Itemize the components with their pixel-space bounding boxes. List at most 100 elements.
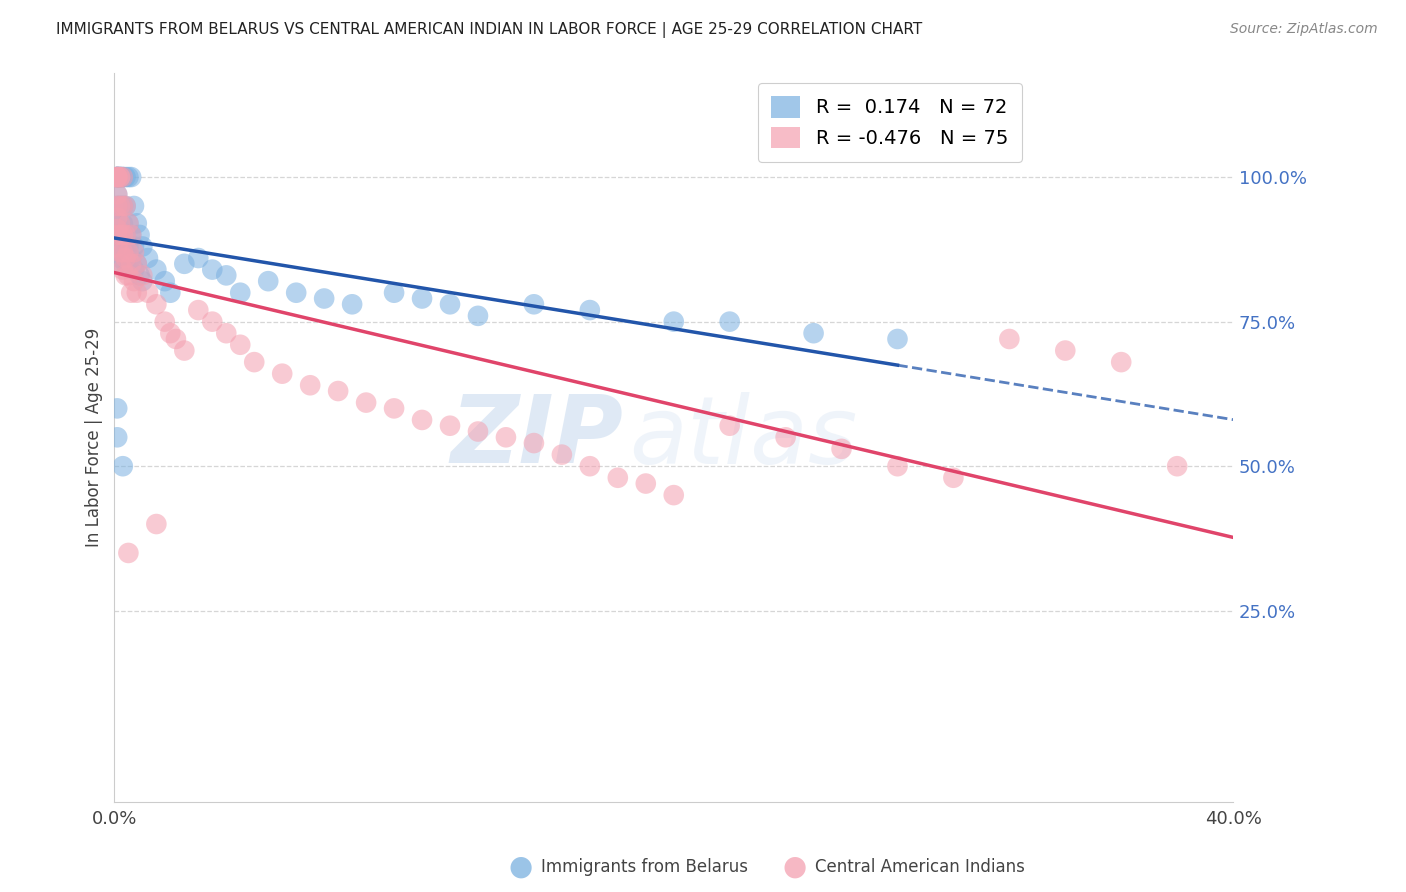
Point [114, 227, 136, 242]
Point [1109, 355, 1132, 369]
Point [328, 384, 350, 398]
Point [314, 292, 336, 306]
Point [105, 170, 128, 185]
Point [108, 170, 131, 185]
Point [117, 257, 139, 271]
Point [111, 227, 134, 242]
Point [136, 285, 159, 300]
Point [105, 430, 128, 444]
Point [105, 170, 128, 185]
Point [105, 170, 128, 185]
Point [998, 332, 1021, 346]
Point [105, 170, 128, 185]
Point [523, 436, 546, 450]
Point [117, 216, 139, 230]
Point [108, 170, 131, 185]
Point [108, 257, 131, 271]
Point [229, 285, 252, 300]
Point [105, 199, 128, 213]
Point [145, 516, 167, 531]
Point [467, 309, 489, 323]
Point [117, 170, 139, 185]
Legend: R =  0.174   N = 72, R = -0.476   N = 75: R = 0.174 N = 72, R = -0.476 N = 75 [758, 83, 1022, 162]
Point [105, 170, 128, 185]
Point [131, 239, 153, 253]
Point [111, 170, 134, 185]
Point [775, 430, 797, 444]
Point [886, 459, 908, 474]
Point [105, 227, 128, 242]
Point [105, 170, 128, 185]
Point [495, 430, 517, 444]
Point [111, 216, 134, 230]
Point [215, 326, 238, 341]
Point [886, 332, 908, 346]
Point [105, 239, 128, 253]
Point [117, 546, 139, 560]
Point [165, 332, 187, 346]
Point [108, 227, 131, 242]
Point [159, 285, 181, 300]
Point [551, 448, 574, 462]
Point [120, 285, 142, 300]
Point [114, 170, 136, 185]
Point [467, 425, 489, 439]
Point [120, 227, 142, 242]
Point [111, 262, 134, 277]
Text: IMMIGRANTS FROM BELARUS VS CENTRAL AMERICAN INDIAN IN LABOR FORCE | AGE 25-29 CO: IMMIGRANTS FROM BELARUS VS CENTRAL AMERI… [56, 22, 922, 38]
Point [153, 315, 176, 329]
Point [114, 227, 136, 242]
Point [1054, 343, 1077, 358]
Point [229, 338, 252, 352]
Point [105, 199, 128, 213]
Point [201, 315, 224, 329]
Point [108, 170, 131, 185]
Point [125, 257, 148, 271]
Point [187, 303, 209, 318]
Point [111, 199, 134, 213]
Point [105, 401, 128, 416]
Text: Central American Indians: Central American Indians [815, 858, 1025, 876]
Text: ZIP: ZIP [450, 392, 623, 483]
Point [131, 268, 153, 283]
Point [105, 187, 128, 202]
Point [111, 170, 134, 185]
Point [114, 257, 136, 271]
Text: ●: ● [782, 853, 807, 881]
Point [111, 170, 134, 185]
Point [634, 476, 657, 491]
Point [117, 239, 139, 253]
Point [187, 251, 209, 265]
Point [108, 251, 131, 265]
Point [159, 326, 181, 341]
Point [111, 239, 134, 253]
Point [108, 245, 131, 260]
Point [803, 326, 825, 341]
Point [111, 257, 134, 271]
Point [114, 251, 136, 265]
Text: ●: ● [508, 853, 533, 881]
Point [105, 211, 128, 225]
Point [111, 459, 134, 474]
Point [122, 239, 145, 253]
Point [117, 216, 139, 230]
Point [128, 227, 150, 242]
Point [111, 245, 134, 260]
Point [299, 378, 322, 392]
Point [606, 471, 628, 485]
Point [718, 418, 741, 433]
Point [271, 367, 294, 381]
Point [382, 401, 405, 416]
Point [111, 199, 134, 213]
Point [285, 285, 308, 300]
Point [105, 187, 128, 202]
Point [131, 274, 153, 288]
Point [153, 274, 176, 288]
Point [105, 170, 128, 185]
Point [173, 343, 195, 358]
Point [105, 227, 128, 242]
Point [108, 227, 131, 242]
Point [105, 216, 128, 230]
Point [122, 199, 145, 213]
Point [108, 216, 131, 230]
